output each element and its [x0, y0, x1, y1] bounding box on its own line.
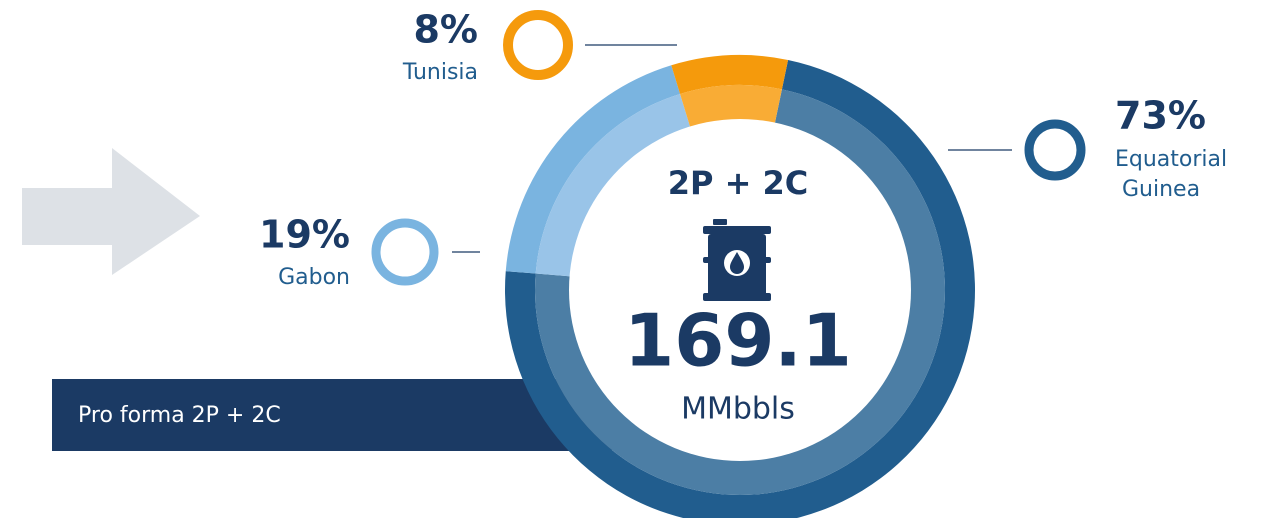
slice-outer — [671, 55, 789, 94]
value-label: 19% — [259, 213, 350, 257]
center-unit: MMbbls — [681, 392, 795, 427]
legend-label: Tunisia — [402, 60, 478, 85]
donut — [505, 55, 975, 518]
slice-inner — [535, 93, 691, 277]
value-label: 73% — [1115, 94, 1206, 138]
legend-ring — [371, 218, 439, 286]
center-label: 2P + 2C — [668, 164, 809, 202]
banner-text: Pro forma 2P + 2C — [78, 403, 281, 428]
barrel-icon — [703, 219, 771, 301]
slice-inner — [680, 85, 782, 128]
legend-ring — [1024, 119, 1086, 181]
banner — [52, 379, 612, 451]
legend-label: Gabon — [278, 265, 350, 290]
arrow — [22, 148, 200, 275]
slice-outer — [505, 65, 681, 274]
center-value: 169.1 — [624, 299, 852, 383]
legend-ring — [503, 10, 573, 80]
legend-label: Equatorial Guinea — [1115, 147, 1227, 202]
value-label: 8% — [413, 8, 478, 52]
